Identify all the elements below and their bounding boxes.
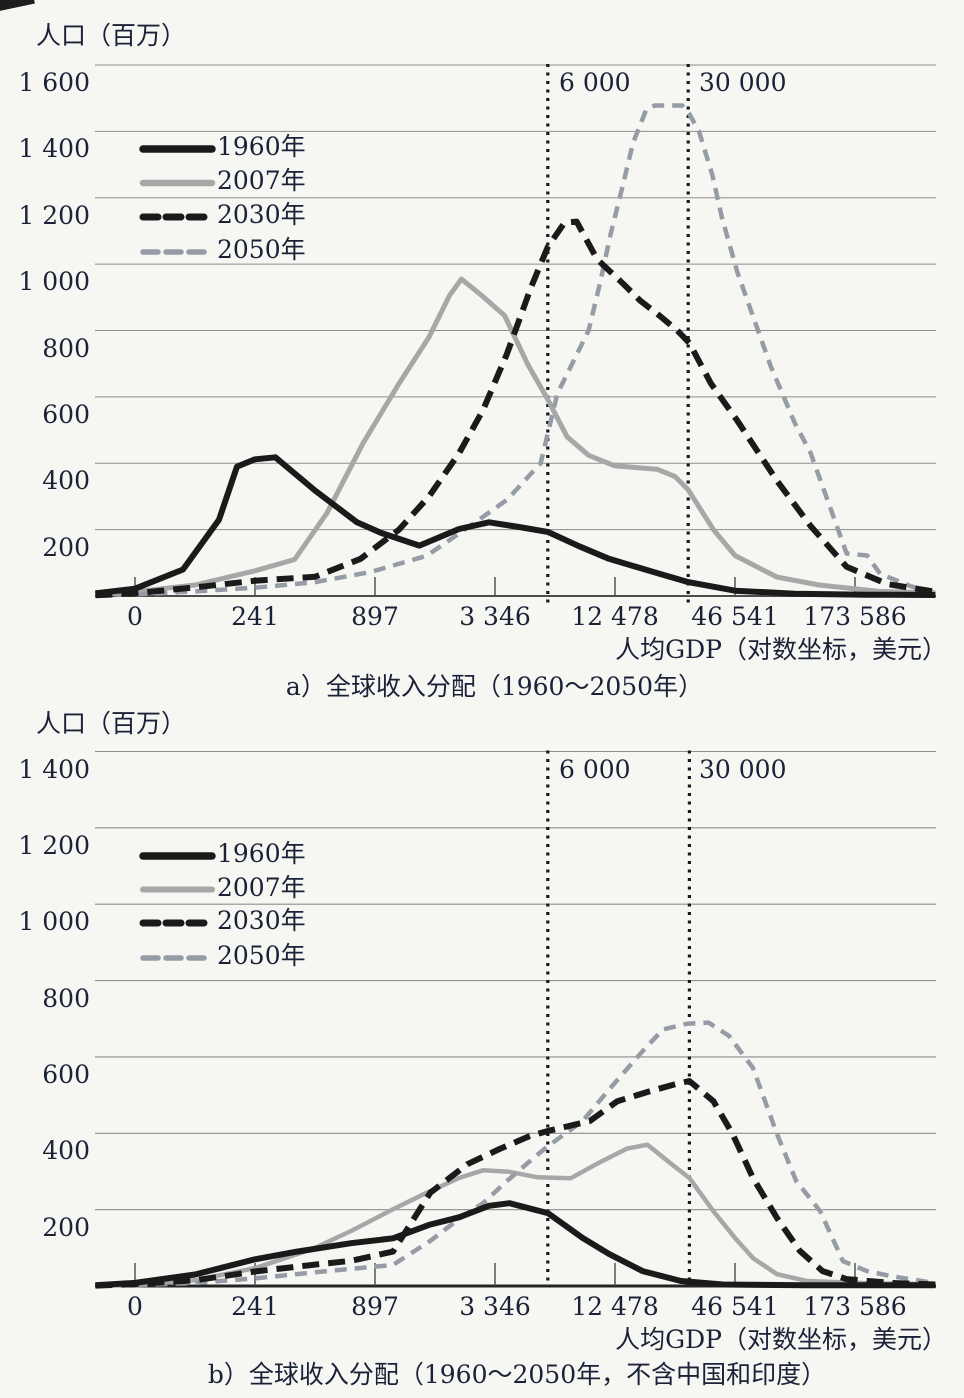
panel-b-y-tick-label: 1 000 [18, 907, 90, 937]
panel-a-x-tick-label: 3 346 [459, 602, 531, 631]
panel-b-y-tick-label: 200 [42, 1212, 90, 1242]
panel-a-y-tick-label: 1 200 [18, 200, 90, 230]
panel-a-y-tick-label: 400 [42, 466, 90, 496]
legend-label-2030年: 2030年 [217, 200, 306, 229]
panel-a-y-tick-label: 1 400 [18, 134, 90, 164]
legend-label-1960年: 1960年 [217, 839, 306, 868]
panel-b-caption: b）全球收入分配（1960～2050年，不含中国和印度） [207, 1360, 827, 1389]
panel-b-y-tick-label: 1 200 [18, 830, 90, 860]
panel-a-y-tick-label: 1 000 [18, 267, 90, 297]
panel-b-x-tick-label: 241 [231, 1292, 279, 1321]
panel-b-y-tick-label: 400 [42, 1136, 90, 1166]
panel-a-y-axis-title: 人口（百万） [36, 21, 187, 50]
panel-a-x-tick-label: 173 586 [803, 602, 907, 631]
panel-a-caption: a）全球收入分配（1960～2050年） [285, 672, 704, 701]
panel-a-y-tick-label: 200 [42, 532, 90, 562]
panel-a-series-2030年 [95, 218, 936, 599]
panel-a-ref-label-30000: 30 000 [699, 68, 787, 97]
panel-b-series-2007年 [95, 1142, 936, 1288]
legend-label-2050年: 2050年 [217, 941, 306, 970]
legend-label-2030年: 2030年 [217, 906, 306, 935]
panel-b-ref-label-30000: 30 000 [699, 755, 787, 784]
legend-label-2007年: 2007年 [217, 872, 306, 902]
panel-b-ref-label-6000: 6 000 [559, 755, 631, 784]
panel-b-x-tick-label: 897 [351, 1292, 399, 1321]
panel-b-y-tick-label: 800 [42, 983, 90, 1013]
panel-b-x-tick-label: 3 346 [459, 1292, 531, 1321]
panel-a-y-tick-label: 1 600 [18, 68, 90, 97]
panel-b-x-tick-label: 0 [127, 1292, 143, 1321]
panel-a-x-axis-label: 人均GDP（对数坐标，美元） [615, 635, 947, 664]
panel-a-series-1960年 [95, 454, 936, 598]
panel-b-x-tick-label: 46 541 [691, 1292, 779, 1321]
legend-label-1960年: 1960年 [217, 132, 306, 161]
panel-a-x-tick-label: 46 541 [691, 602, 779, 631]
panel-b-x-tick-label: 12 478 [571, 1292, 659, 1321]
legend-label-2050年: 2050年 [217, 235, 306, 264]
panel-b-y-tick-label: 1 400 [18, 754, 90, 784]
panel-b-series-2050年 [95, 1020, 930, 1288]
panel-a-x-tick-label: 12 478 [571, 602, 659, 631]
panel-a-series-2007年 [95, 276, 936, 598]
panel-b-x-tick-label: 173 586 [803, 1292, 907, 1321]
panel-a-x-tick-label: 897 [351, 602, 399, 631]
legend-label-2007年: 2007年 [217, 166, 306, 195]
panel-b-series-2030年 [95, 1078, 936, 1289]
panel-a-y-tick-label: 800 [42, 333, 90, 363]
panel-a-x-tick-label: 241 [231, 602, 279, 631]
panel-b-y-tick-label: 600 [42, 1059, 90, 1089]
panel-a-y-tick-label: 600 [42, 399, 90, 429]
panel-b-series-1960年 [95, 1200, 936, 1289]
panel-a-x-tick-label: 0 [127, 602, 143, 631]
panel-a-ref-label-6000: 6 000 [559, 68, 631, 97]
panel-b-y-axis-title: 人口（百万） [36, 709, 187, 738]
panel-b-x-axis-label: 人均GDP（对数坐标，美元） [615, 1325, 947, 1354]
